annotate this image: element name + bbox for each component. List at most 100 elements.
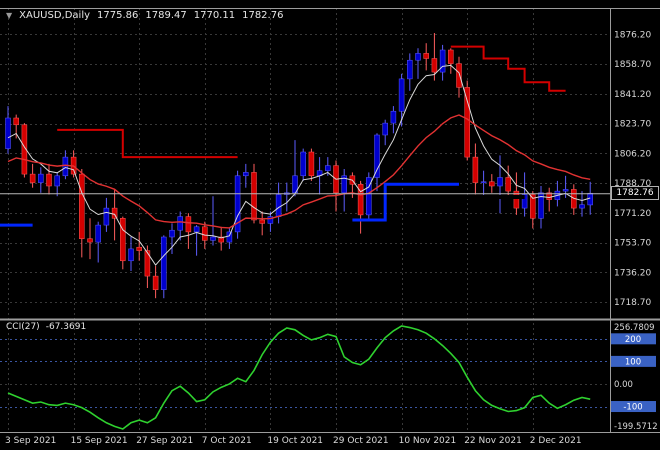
candle (46, 173, 52, 187)
candle (546, 192, 552, 200)
cci-level-label: 100 (625, 357, 641, 367)
time-axis-label: 27 Sep 2021 (136, 436, 193, 446)
candle (464, 87, 470, 158)
high-value: 1789.47 (145, 10, 187, 21)
candle (407, 59, 413, 80)
candle (521, 194, 528, 209)
candle (38, 173, 44, 183)
candle (210, 236, 216, 241)
candle (144, 250, 151, 277)
candle (456, 63, 462, 88)
price-axis-label: 1876.20 (614, 30, 651, 40)
candle (382, 122, 388, 136)
candle (489, 181, 495, 187)
candle (390, 110, 397, 124)
cci-axis: 256.7809 0.00 -199.5712 200 100 -100 (611, 323, 658, 432)
current-price-badge: 1782.76 (611, 186, 659, 201)
price-axis: 1876.20 1858.70 1841.20 1823.70 1806.20 1788.… (614, 30, 651, 308)
candle (95, 224, 101, 243)
candle (21, 124, 28, 175)
cci-level-badge (611, 401, 656, 413)
price-axis-label: 1771.20 (614, 209, 651, 219)
candle (480, 181, 487, 183)
candle (300, 151, 306, 177)
candle (234, 175, 241, 233)
candle (562, 189, 569, 192)
candle (505, 177, 511, 192)
cci-max-label: 256.7809 (614, 323, 655, 333)
time-axis-label: 10 Nov 2021 (399, 436, 457, 446)
cci-level-badge (611, 333, 656, 345)
ema-slow-line (7, 114, 591, 229)
candle (513, 190, 520, 209)
candle (251, 172, 257, 221)
price-axis-label: 1806.20 (614, 149, 651, 159)
candle (111, 207, 118, 219)
candle (177, 216, 183, 231)
time-axis: 3 Sep 2021 15 Sep 2021 27 Sep 2021 7 Oct 20… (5, 436, 582, 446)
candle (538, 192, 544, 219)
candle (120, 218, 126, 262)
time-axis-label: 15 Sep 2021 (71, 436, 128, 446)
symbol-timeframe-label: XAUUSD,Daily (19, 10, 91, 21)
candle (341, 175, 347, 194)
indicator-name-label: CCI(27) (6, 322, 40, 332)
candle (587, 192, 593, 206)
time-axis-label: 3 Sep 2021 (5, 436, 56, 446)
candle (448, 49, 454, 64)
candle (579, 204, 585, 209)
candle (152, 275, 159, 290)
price-axis-label: 1858.70 (614, 60, 651, 70)
candle (161, 236, 167, 290)
candle (226, 231, 233, 243)
candle (87, 238, 93, 243)
candle (169, 229, 175, 238)
candle (185, 216, 192, 233)
time-axis-label: 2 Dec 2021 (530, 436, 582, 446)
candle (103, 207, 110, 226)
candle (415, 53, 421, 61)
time-axis-label: 19 Oct 2021 (267, 436, 323, 446)
candle (497, 177, 503, 187)
candle (423, 53, 429, 59)
indicator-value-label: -67.3691 (45, 322, 87, 332)
close-value: 1782.76 (242, 10, 284, 21)
candle (431, 58, 438, 73)
candle (5, 117, 11, 149)
candle (29, 173, 36, 183)
candle (366, 177, 372, 216)
grid-lines (0, 8, 610, 432)
candle (275, 194, 282, 217)
ema-fast-line (7, 64, 591, 266)
price-axis-label: 1841.20 (614, 90, 651, 100)
candle (218, 236, 224, 243)
price-axis-label: 1736.20 (614, 268, 651, 278)
candle (374, 134, 380, 178)
candle (472, 156, 479, 183)
candle (259, 219, 265, 224)
candle (325, 165, 331, 171)
candle (357, 184, 364, 216)
price-axis-label: 1753.70 (614, 239, 651, 249)
cci-level-label: -100 (623, 403, 642, 413)
overlay-objects (0, 45, 566, 227)
candle (530, 194, 536, 219)
panel-frame (0, 8, 660, 433)
time-axis-label: 29 Oct 2021 (333, 436, 389, 446)
price-axis-label: 1788.70 (614, 179, 651, 189)
candle (128, 248, 134, 262)
candlestick-series[interactable] (5, 33, 593, 299)
candle (54, 175, 60, 187)
candle (193, 226, 200, 233)
candle (136, 246, 142, 251)
candle (79, 173, 85, 239)
time-axis-label: 7 Oct 2021 (202, 436, 252, 446)
collapse-chart-icon[interactable]: ▼ (6, 11, 13, 20)
indicator-header: CCI(27) -67.3691 (6, 322, 86, 332)
candle (398, 78, 405, 112)
cci-indicator-line[interactable] (7, 325, 591, 430)
low-value: 1770.11 (193, 10, 236, 21)
candle (439, 49, 446, 73)
